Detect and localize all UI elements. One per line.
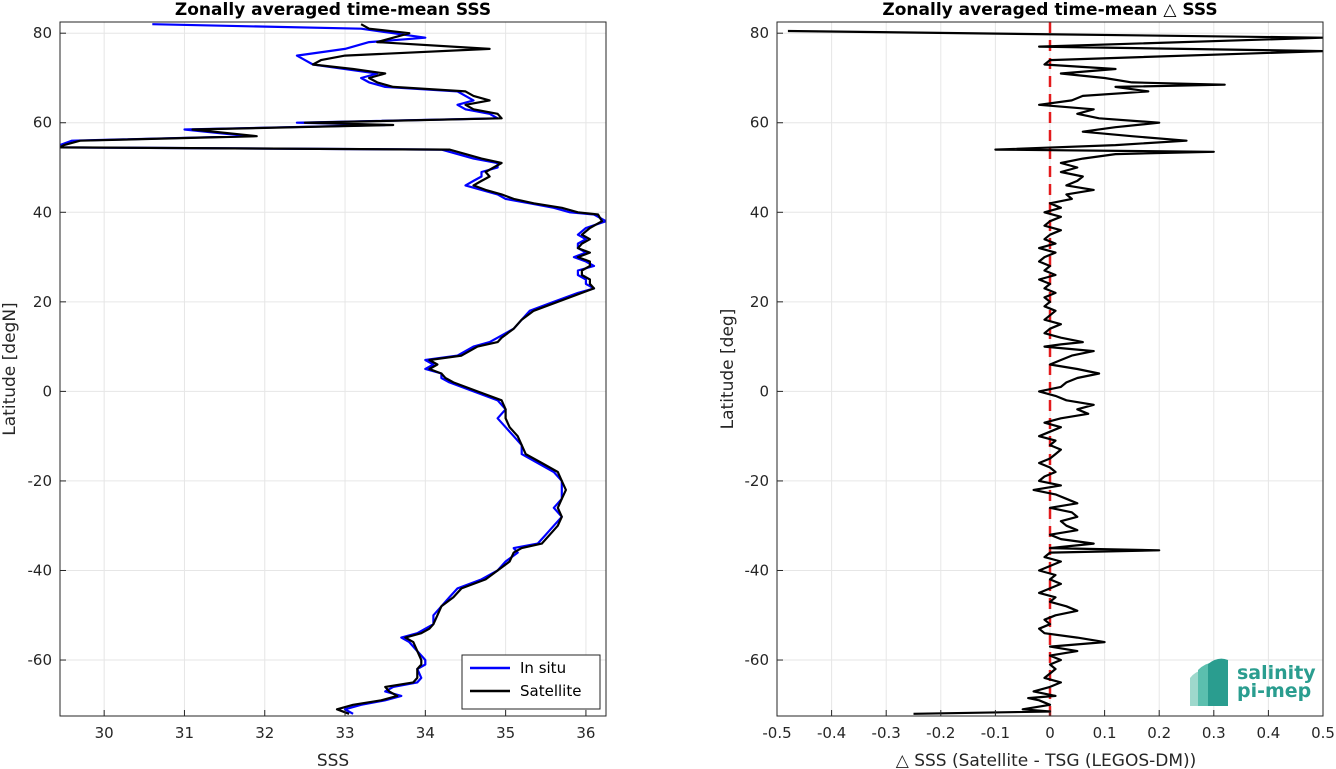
- x-tick-label: 36: [576, 724, 595, 742]
- x-tick-label: 0.5: [1311, 724, 1335, 742]
- series-line-in-situ: [60, 23, 606, 715]
- chart-title-right: Zonally averaged time-mean △ SSS: [882, 0, 1217, 20]
- ticks-right: -0.5 -0.4 -0.3 -0.2 -0.1 0 0.1 0.2 0.3 0.4 0.5 -60 -…: [745, 24, 1335, 742]
- x-tick-label: -0.5: [762, 724, 791, 742]
- y-tick-label: 60: [750, 114, 769, 132]
- legend-box: [461, 654, 601, 710]
- x-tick-label: 32: [255, 724, 274, 742]
- x-tick-label: 31: [175, 724, 194, 742]
- y-tick-label: -20: [28, 472, 53, 490]
- salinity-pi-mep-logo: salinity pi-mep: [1190, 658, 1316, 706]
- x-tick-label: -0.4: [817, 724, 846, 742]
- axes-box-left: [59, 21, 607, 717]
- x-axis-label-right: △ SSS (Satellite - TSG (LEGOS-DM)): [896, 751, 1197, 769]
- y-tick-label: -40: [28, 561, 53, 579]
- legend-label-satellite: Satellite: [520, 682, 581, 700]
- y-tick-label: -60: [28, 651, 53, 669]
- x-axis-label-left: SSS: [317, 751, 349, 769]
- y-tick-label: 40: [33, 203, 52, 221]
- y-axis-label-left: Latitude [degN]: [0, 302, 20, 435]
- x-tick-label: 0: [1045, 724, 1055, 742]
- x-tick-label: 35: [496, 724, 515, 742]
- lines-right: [787, 22, 1323, 716]
- sss-panel: 30 31 32 33 34 35 36 -60 -40 -20 0 20 40 60 80 Zonally…: [0, 0, 607, 769]
- y-tick-label: 80: [33, 24, 52, 42]
- y-tick-label: -40: [745, 561, 770, 579]
- y-tick-label: -20: [745, 472, 770, 490]
- y-tick-label: 0: [759, 382, 769, 400]
- grid-left: [60, 22, 606, 716]
- y-tick-label: 20: [33, 293, 52, 311]
- y-tick-label: 20: [750, 293, 769, 311]
- x-tick-label: -0.2: [926, 724, 955, 742]
- x-tick-label: -0.1: [981, 724, 1010, 742]
- y-tick-label: 0: [42, 382, 52, 400]
- legend: In situ Satellite: [461, 654, 601, 710]
- chart-title-left: Zonally averaged time-mean SSS: [175, 0, 491, 20]
- x-tick-label: 0.1: [1093, 724, 1117, 742]
- legend-label-in-situ: In situ: [520, 659, 566, 677]
- logo-text-salinity: salinity: [1237, 662, 1316, 684]
- x-tick-label: 0.2: [1147, 724, 1171, 742]
- x-tick-label: 33: [335, 724, 354, 742]
- x-tick-label: 0.3: [1202, 724, 1226, 742]
- x-tick-label: 30: [95, 724, 114, 742]
- series-line-delta-sss: [787, 29, 1323, 715]
- y-tick-label: 80: [750, 24, 769, 42]
- logo-wave-icon: [1190, 658, 1228, 706]
- lines-left: [60, 23, 606, 715]
- x-tick-label: 34: [416, 724, 435, 742]
- ticks-left: 30 31 32 33 34 35 36 -60 -40 -20 0 20 40 60 80: [28, 24, 596, 742]
- y-tick-label: -60: [745, 651, 770, 669]
- y-axis-label-right: Latitude [deg]: [718, 309, 738, 430]
- x-tick-label: -0.3: [872, 724, 901, 742]
- y-tick-label: 60: [33, 114, 52, 132]
- x-tick-label: 0.4: [1256, 724, 1280, 742]
- logo-text-pi-mep: pi-mep: [1237, 680, 1311, 702]
- series-line-satellite: [60, 23, 604, 715]
- delta-sss-panel: -0.5 -0.4 -0.3 -0.2 -0.1 0 0.1 0.2 0.3 0.4 0.5 -60 -…: [718, 0, 1335, 769]
- y-tick-label: 40: [750, 203, 769, 221]
